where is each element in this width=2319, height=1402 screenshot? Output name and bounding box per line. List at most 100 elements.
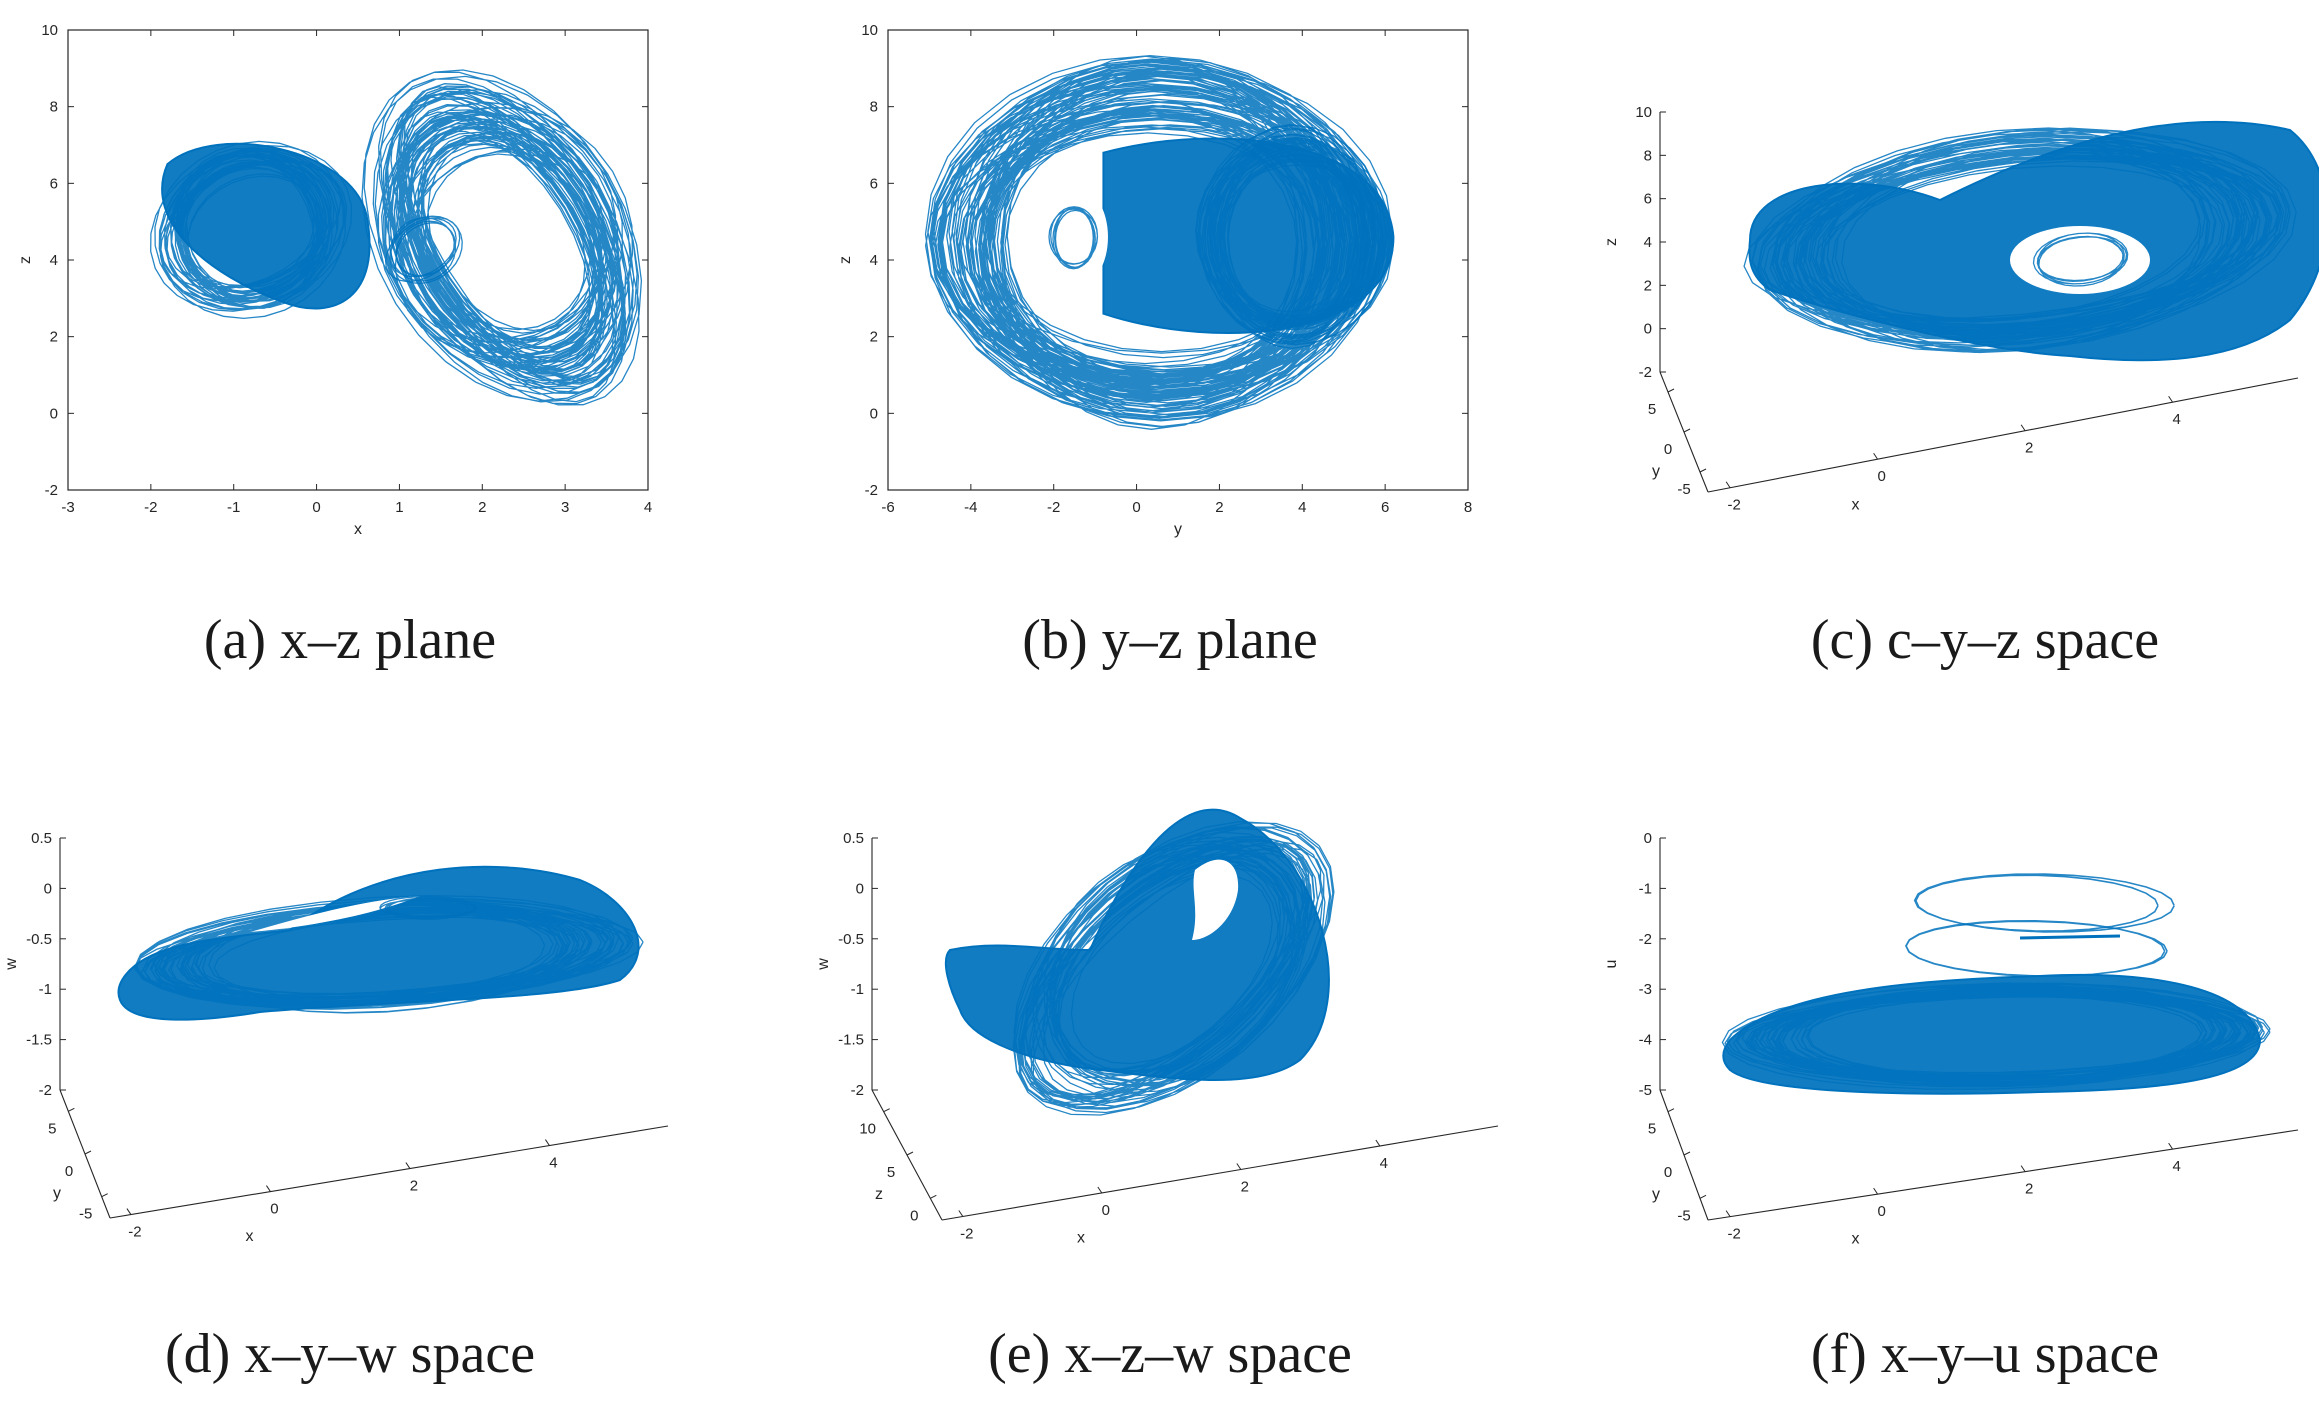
x-tick-mark <box>958 1210 964 1217</box>
y-tick-label: 10 <box>41 22 58 39</box>
caption-e: (e) x–z–w space <box>988 1323 1352 1385</box>
x-axis-line <box>1707 1129 2299 1221</box>
y-tick-mark <box>1699 468 1707 473</box>
caption-c: (c) c–y–z space <box>1810 609 2160 671</box>
y-tick-label: 4 <box>870 252 878 269</box>
x-tick-label: 2 <box>1241 1178 1249 1195</box>
x-tick-label: 0 <box>1132 499 1140 516</box>
x-tick-label: -1 <box>227 499 240 516</box>
panel-e: -2 -1.5 -1 -0.5 0 0.5 0 5 10 -2 0 2 4 w z x <box>800 800 1520 1260</box>
y-tick-mark <box>1683 1151 1691 1156</box>
y-tick-label: 0 <box>1664 1164 1672 1181</box>
z-tick-label: -1.5 <box>26 1032 52 1049</box>
caption-b: (b) y–z plane <box>1022 609 1318 671</box>
x-tick-label: 0 <box>270 1201 278 1218</box>
y-tick-mark <box>1699 1194 1707 1199</box>
x-tick-mark <box>2168 395 2174 403</box>
z-tick-label: 0 <box>44 880 52 897</box>
y-tick-label: 8 <box>50 99 58 116</box>
z-tick-label: 0 <box>1644 830 1652 847</box>
y-tick-label: 0 <box>910 1207 918 1224</box>
caption-f: (f) x–y–u space <box>1810 1323 2160 1385</box>
x-tick-label: -4 <box>964 499 977 516</box>
y-axis-label: z <box>17 256 34 264</box>
x-tick-label: 4 <box>2172 411 2180 428</box>
z-tick-label: -1 <box>39 981 52 998</box>
x-tick-label: -2 <box>1727 497 1740 514</box>
attractor-trajectory <box>133 894 644 1014</box>
x-tick-label: 2 <box>410 1178 418 1195</box>
y-axis-label: y <box>1652 1186 1660 1203</box>
z-tick-label: -0.5 <box>26 931 52 948</box>
x-axis-label: x <box>1077 1230 1085 1247</box>
x-axis-label: x <box>246 1228 254 1245</box>
y-tick-mark <box>1667 1108 1675 1113</box>
y-tick-label: -5 <box>1677 1207 1690 1224</box>
x-tick-label: 1 <box>395 499 403 516</box>
y-axis-label: y <box>1652 463 1660 480</box>
plot-cyz-space: -2 0 2 4 6 8 10 -5 0 5 -2 0 2 4 z y x <box>1603 104 2319 514</box>
x-tick-label: 2 <box>2025 440 2033 457</box>
x-tick-label: 4 <box>1380 1155 1388 1172</box>
y-tick-mark <box>1667 388 1675 393</box>
x-tick-mark <box>1725 481 1731 489</box>
x-tick-label: 0 <box>312 499 320 516</box>
inner-loop-trajectory <box>1048 206 1099 270</box>
y-tick-label: 0 <box>1664 441 1672 458</box>
panel-b: -6 -4 -2 0 2 4 6 8 -2 0 2 4 6 8 10 y z <box>800 0 1520 560</box>
z-tick-label: 0 <box>856 880 864 897</box>
x-tick-mark <box>1236 1163 1242 1170</box>
y-tick-mark <box>101 1193 108 1198</box>
y-axis-label: z <box>875 1186 883 1203</box>
inner-loop-trajectory <box>2032 232 2129 287</box>
attractor-trajectory <box>1743 127 2297 354</box>
z-axis-label: z <box>1603 238 1620 246</box>
x-tick-label: -2 <box>960 1225 973 1242</box>
x-tick-mark <box>2020 1165 2026 1172</box>
z-tick-label: -1 <box>851 981 864 998</box>
x-tick-label: 4 <box>2172 1158 2180 1175</box>
x-tick-label: 3 <box>561 499 569 516</box>
x-tick-label: 4 <box>549 1155 557 1172</box>
z-tick-label: -2 <box>851 1082 864 1099</box>
y-tick-label: -5 <box>79 1206 92 1223</box>
right-lobe-trajectory <box>1195 123 1393 350</box>
y-tick-mark <box>883 1108 890 1113</box>
z-tick-label: 6 <box>1644 191 1652 208</box>
x-tick-label: 2 <box>1215 499 1223 516</box>
inner-hole <box>250 896 420 932</box>
x-axis-line <box>1707 377 2299 493</box>
x-tick-label: 2 <box>478 499 486 516</box>
x-tick-mark <box>405 1162 411 1169</box>
z-tick-label: 0.5 <box>843 830 864 847</box>
y-tick-label: -2 <box>45 482 58 499</box>
panel-d: -2 -1.5 -1 -0.5 0 0.5 -5 0 5 -2 0 2 4 w y x <box>0 800 720 1260</box>
y-tick-label: 0 <box>870 405 878 422</box>
y-tick-label: 6 <box>870 175 878 192</box>
y-tick-mark <box>84 1150 92 1155</box>
x-tick-label: -2 <box>144 499 157 516</box>
y-tick-label: 6 <box>50 175 58 192</box>
z-tick-label: -2 <box>39 1082 52 1099</box>
x-tick-label: 2 <box>2025 1181 2033 1198</box>
plot-xzw-space: -2 -1.5 -1 -0.5 0 0.5 0 5 10 -2 0 2 4 w z x <box>815 808 1499 1247</box>
x-tick-mark <box>2168 1142 2174 1150</box>
x-tick-label: 6 <box>1381 499 1389 516</box>
y-tick-label: -2 <box>865 482 878 499</box>
outer-ring-trajectory <box>924 54 1394 430</box>
plot-xyu-space: -5 -4 -3 -2 -1 0 -5 0 5 -2 0 2 4 u y x <box>1603 830 2299 1248</box>
x-tick-mark <box>545 1139 550 1146</box>
x-axis-line <box>109 1125 669 1219</box>
x-tick-label: 0 <box>1877 1203 1885 1220</box>
y-tick-label: 4 <box>50 252 58 269</box>
y-axis-label: y <box>53 1185 61 1202</box>
inner-loop-trajectory <box>379 895 478 920</box>
x-tick-label: -2 <box>1047 499 1060 516</box>
x-tick-mark <box>126 1208 132 1215</box>
z-tick-label: 10 <box>1635 104 1652 121</box>
y-tick-mark <box>906 1151 914 1156</box>
attractor-trajectory <box>1012 821 1335 1116</box>
y-tick-label: -5 <box>1677 481 1690 498</box>
x-axis-label: x <box>1852 1231 1860 1248</box>
z-tick-label: 2 <box>1644 277 1652 294</box>
